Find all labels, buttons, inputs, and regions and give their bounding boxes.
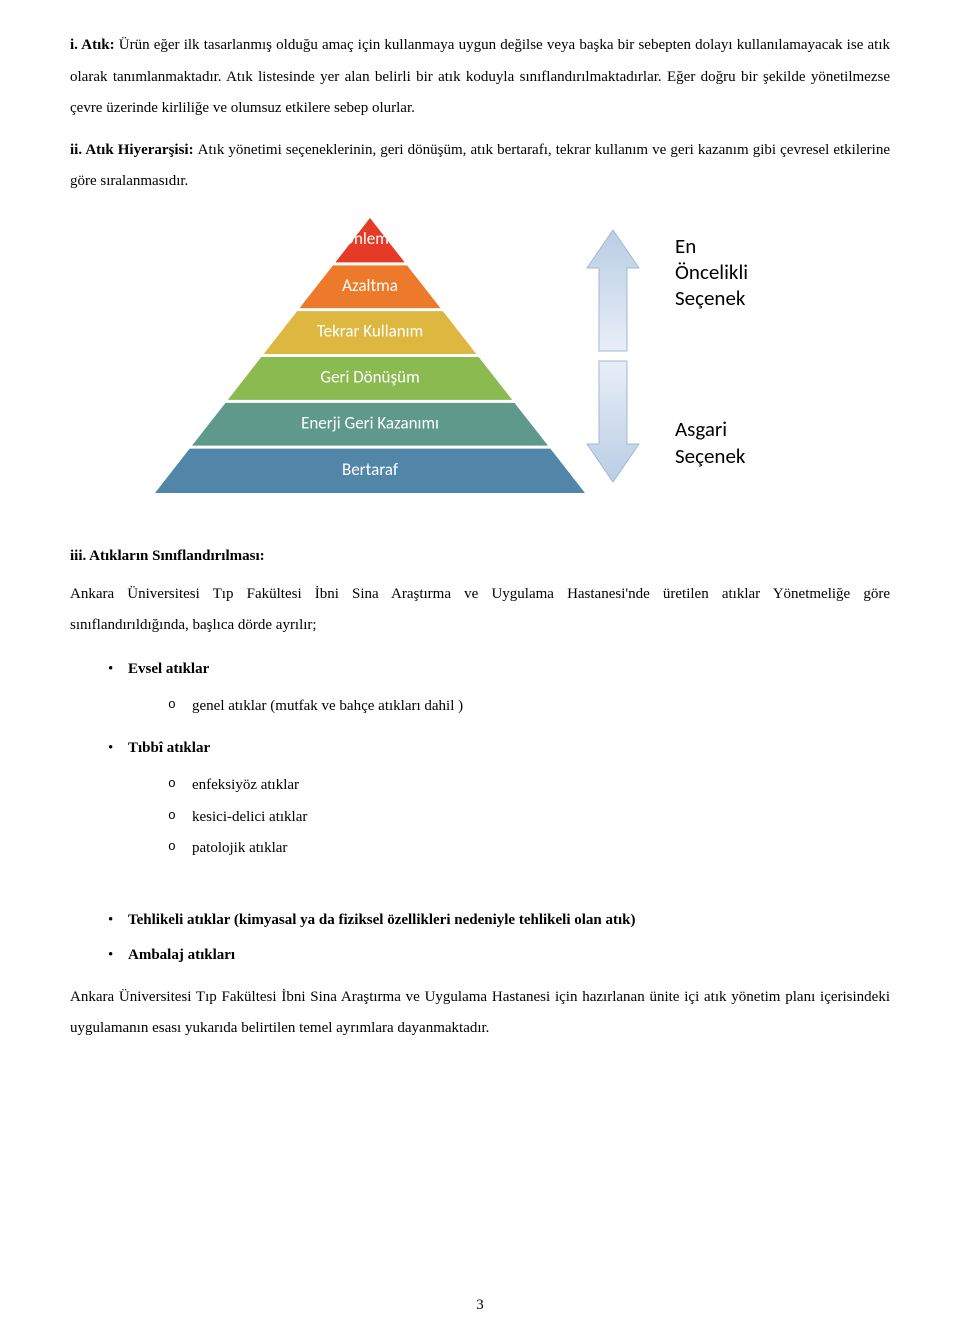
paragraph-hiyerarsi: ii. Atık Hiyerarşisi: Atık yönetimi seçe…	[70, 135, 890, 198]
section3-heading: iii. Atıkların Sınıflandırılması:	[70, 548, 890, 565]
bullet-evsel: Evsel atıklar genel atıklar (mutfak ve b…	[108, 654, 890, 723]
hierarchy-diagram: Önleme Azaltma Tekrar Kullanım Geri Dönüşüm…	[130, 218, 830, 508]
right-bottom-line1: Asgari	[675, 416, 748, 442]
page-number: 3	[476, 1297, 484, 1314]
bullet-ambalaj-label: Ambalaj atıkları	[128, 947, 235, 963]
bullet-tibbi: Tıbbî atıklar enfeksiyöz atıklar kesici-…	[108, 733, 890, 865]
bullet-ambalaj: Ambalaj atıkları	[108, 940, 890, 972]
sublist-tibbi: enfeksiyöz atıklar kesici-delici atıklar…	[128, 770, 890, 865]
right-bottom-line2: Seçenek	[675, 443, 748, 469]
pyramid-label-4: Enerji Geri Kazanımı	[301, 412, 439, 433]
pyramid-label-2: Tekrar Kullanım	[317, 320, 423, 341]
bullet-list: Evsel atıklar genel atıklar (mutfak ve b…	[70, 654, 890, 865]
section3-closing: Ankara Üniversitesi Tıp Fakültesi İbni S…	[70, 982, 890, 1045]
arrows-column	[585, 228, 655, 488]
arrow-down-icon	[585, 359, 641, 484]
bullet-evsel-label: Evsel atıklar	[128, 661, 209, 677]
label-en-oncelikli: En Öncelikli Seçenek	[675, 233, 748, 312]
pyramid-label-1: Azaltma	[342, 274, 398, 295]
label-asgari: Asgari Seçenek	[675, 416, 748, 469]
arrow-up-icon	[585, 228, 641, 353]
pyramid-label-0: Önleme	[343, 228, 398, 249]
p1-lead: i. Atık:	[70, 37, 119, 53]
bullet-tehlikeli-label: Tehlikeli atıklar (kimyasal ya da fiziks…	[128, 912, 636, 928]
section3-intro: Ankara Üniversitesi Tıp Fakültesi İbni S…	[70, 579, 890, 642]
right-labels: En Öncelikli Seçenek Asgari Seçenek	[675, 233, 748, 469]
bullet-list-2: Tehlikeli atıklar (kimyasal ya da fiziks…	[70, 905, 890, 972]
sub-evsel-0: genel atıklar (mutfak ve bahçe atıkları …	[168, 691, 890, 723]
right-top-line2: Öncelikli	[675, 259, 748, 285]
sub-tibbi-2: patolojik atıklar	[168, 833, 890, 865]
pyramid-svg: Önleme Azaltma Tekrar Kullanım Geri Dönüşüm…	[155, 218, 585, 493]
pyramid-label-3: Geri Dönüşüm	[320, 366, 419, 387]
pyramid-label-5: Bertaraf	[342, 458, 399, 479]
sublist-evsel: genel atıklar (mutfak ve bahçe atıkları …	[128, 691, 890, 723]
pyramid-chart: Önleme Azaltma Tekrar Kullanım Geri Dönüşüm…	[155, 218, 585, 493]
right-top-line3: Seçenek	[675, 285, 748, 311]
bullet-tehlikeli: Tehlikeli atıklar (kimyasal ya da fiziks…	[108, 905, 890, 937]
p2-lead: ii. Atık Hiyerarşisi:	[70, 142, 198, 158]
bullet-tibbi-label: Tıbbî atıklar	[128, 740, 210, 756]
right-top-line1: En	[675, 233, 748, 259]
p1-text: Ürün eğer ilk tasarlanmış olduğu amaç iç…	[70, 37, 890, 116]
sub-tibbi-0: enfeksiyöz atıklar	[168, 770, 890, 802]
paragraph-atik: i. Atık: Ürün eğer ilk tasarlanmış olduğ…	[70, 30, 890, 125]
sub-tibbi-1: kesici-delici atıklar	[168, 802, 890, 834]
